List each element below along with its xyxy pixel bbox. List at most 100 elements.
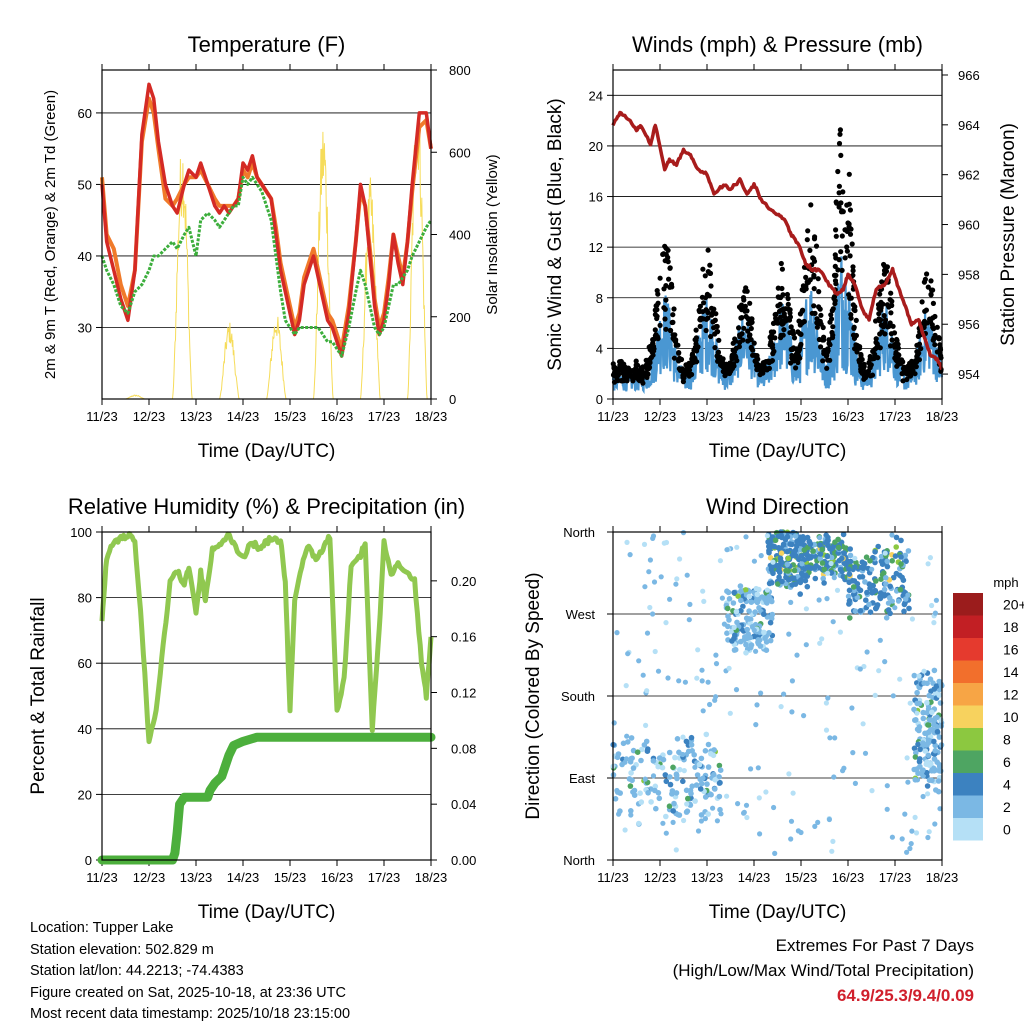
- gust-point: [888, 310, 894, 316]
- y-tick-label: North: [563, 853, 595, 868]
- direction-point: [776, 545, 783, 551]
- gust-point: [828, 312, 834, 318]
- gust-point: [670, 319, 676, 325]
- direction-point: [914, 726, 921, 733]
- direction-point: [650, 611, 656, 617]
- direction-point: [938, 681, 944, 688]
- direction-point: [727, 710, 733, 716]
- direction-point: [846, 587, 853, 594]
- direction-point: [647, 604, 653, 611]
- direction-point: [892, 605, 898, 611]
- gust-point: [830, 324, 836, 330]
- extremes-values: 64.9/25.3/9.4/0.09: [836, 986, 974, 1005]
- colorbar-swatch: [953, 728, 983, 751]
- gust-point: [739, 315, 745, 321]
- gust-point: [892, 343, 898, 349]
- gust-point: [854, 349, 860, 355]
- gust-point: [885, 324, 891, 330]
- direction-point: [663, 813, 669, 820]
- colorbar-swatch: [953, 593, 983, 616]
- direction-point: [789, 582, 795, 588]
- direction-point: [713, 661, 720, 667]
- direction-point: [857, 666, 863, 672]
- y-tick-label: 30: [78, 320, 92, 335]
- direction-point: [642, 776, 648, 782]
- gust-point: [636, 377, 642, 383]
- gust-point: [851, 335, 858, 341]
- gust-point: [657, 322, 663, 328]
- direction-point: [820, 575, 826, 582]
- direction-point: [897, 676, 903, 682]
- direction-point: [798, 829, 804, 836]
- colorbar-label: 12: [1003, 686, 1019, 702]
- gust-point: [676, 350, 682, 356]
- gust-point: [654, 288, 660, 294]
- direction-point: [801, 713, 807, 719]
- x-tick-label: 16/23: [832, 870, 865, 885]
- direction-point: [650, 535, 656, 542]
- direction-point: [700, 708, 706, 714]
- gust-point: [741, 325, 747, 331]
- direction-point: [789, 678, 796, 684]
- direction-point: [793, 553, 799, 559]
- direction-point: [638, 799, 645, 805]
- gust-point: [714, 323, 720, 330]
- gust-point: [824, 365, 830, 371]
- gust-point: [930, 337, 936, 343]
- direction-point: [700, 775, 706, 781]
- y2-tick-label: 600: [449, 145, 471, 160]
- direction-point: [934, 723, 940, 730]
- direction-point: [889, 598, 896, 604]
- direction-point: [766, 549, 772, 556]
- y2-tick-label: 958: [958, 267, 980, 282]
- gust-point: [894, 363, 900, 369]
- direction-point: [935, 778, 942, 784]
- direction-point: [757, 831, 763, 837]
- relative-humidity-line: [99, 531, 434, 745]
- direction-point: [801, 547, 808, 553]
- gust-point: [858, 351, 864, 358]
- direction-point: [611, 720, 617, 726]
- direction-point: [884, 783, 890, 789]
- direction-point: [819, 546, 825, 553]
- y2-tick-label: 960: [958, 218, 980, 233]
- direction-point: [792, 548, 798, 554]
- gust-point: [882, 263, 888, 269]
- gust-points: [610, 127, 944, 386]
- direction-point: [663, 620, 669, 626]
- gust-point: [835, 168, 841, 175]
- gust-point: [704, 308, 710, 314]
- direction-point: [847, 615, 853, 621]
- gust-point: [779, 321, 785, 327]
- direction-point: [639, 746, 645, 753]
- direction-point: [767, 538, 774, 544]
- direction-point: [889, 558, 895, 564]
- direction-point: [929, 602, 935, 609]
- direction-point: [735, 593, 741, 599]
- direction-point: [686, 617, 692, 623]
- figure-created: Figure created on Sat, 2025-10-18, at 23…: [30, 984, 346, 1001]
- direction-point: [884, 806, 890, 812]
- direction-point: [805, 555, 812, 562]
- gust-point: [780, 292, 786, 298]
- gust-point: [842, 255, 848, 261]
- direction-point: [682, 679, 689, 685]
- y2-tick-label: 0.20: [451, 574, 476, 589]
- gust-point: [633, 362, 639, 368]
- direction-point: [718, 811, 724, 817]
- gust-point: [832, 298, 838, 304]
- direction-point: [677, 766, 683, 773]
- direction-point: [698, 755, 705, 762]
- gust-point: [930, 287, 936, 293]
- direction-point: [878, 553, 885, 560]
- x-tick-label: 16/23: [321, 870, 354, 885]
- gust-point: [788, 324, 794, 330]
- direction-point: [932, 610, 939, 616]
- direction-point: [788, 575, 795, 582]
- direction-point: [667, 596, 673, 602]
- direction-point: [724, 547, 730, 553]
- direction-point: [725, 589, 732, 596]
- gust-point: [775, 303, 781, 309]
- gust-point: [661, 305, 667, 311]
- gust-point: [640, 371, 646, 377]
